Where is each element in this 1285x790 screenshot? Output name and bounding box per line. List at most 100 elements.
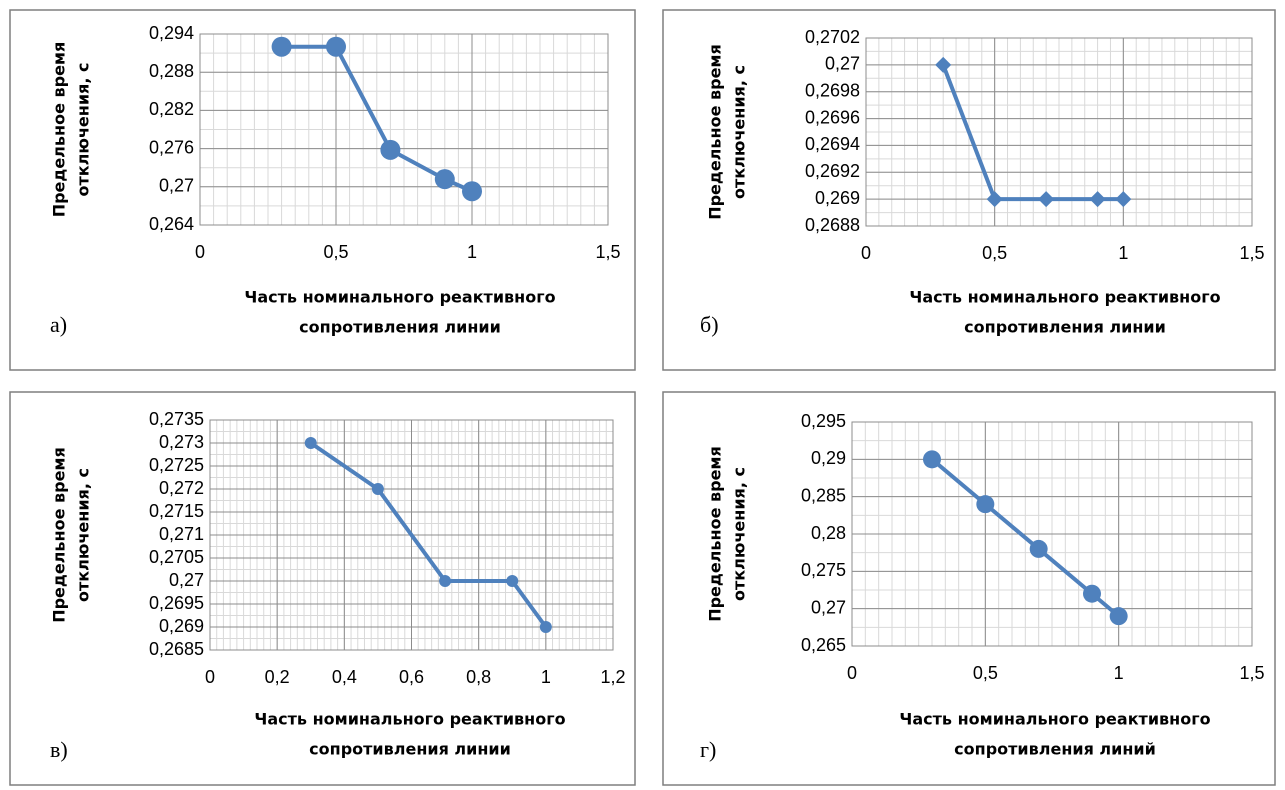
chart-panel: 0,265 0,27 0,275 0,28 0,285 0,29 0,295 0 0,5 1 1,5… — [662, 391, 1276, 786]
y-tick-label: 0,288 — [149, 61, 194, 81]
y-tick-label: 0,27 — [159, 176, 194, 196]
data-point — [271, 36, 292, 57]
y-axis-label-line: Предельное время — [50, 42, 69, 218]
data-point — [923, 450, 941, 469]
plot-frame — [209, 419, 614, 651]
y-axis-label-line: Предельное время — [50, 447, 69, 623]
x-tick-label: 0,4 — [332, 667, 357, 687]
x-axis-label-line: сопротивления линии — [299, 318, 501, 337]
data-point — [462, 181, 482, 202]
y-axis-label-line: отключения, с — [730, 467, 749, 601]
data-point — [439, 575, 452, 587]
data-point — [1038, 191, 1055, 208]
plot-frame — [865, 37, 1253, 227]
y-tick-label: 0,265 — [801, 635, 846, 655]
data-point — [304, 437, 317, 449]
x-tick-label: 0,5 — [982, 243, 1007, 263]
y-tick-label: 0,2685 — [149, 639, 204, 659]
panel-border — [662, 391, 1276, 786]
plot-frame — [851, 421, 1253, 647]
data-point — [506, 575, 519, 587]
x-tick-label: 0 — [195, 242, 205, 262]
y-tick-label: 0,27 — [169, 570, 204, 590]
y-axis-label: Предельное время отключения, с — [706, 44, 749, 220]
data-point — [935, 56, 952, 73]
chart-panel: 0,2688 0,269 0,2692 0,2694 0,2696 0,2698 0,270… — [662, 9, 1276, 371]
y-tick-label: 0,2698 — [805, 80, 860, 100]
x-axis-label-line: сопротивления линии — [309, 740, 511, 759]
y-tick-label: 0,295 — [801, 411, 846, 431]
data-point — [371, 483, 384, 495]
y-tick-label: 0,2688 — [805, 215, 860, 235]
y-axis-label-line: Предельное время — [706, 44, 725, 220]
data-point — [1029, 539, 1048, 558]
y-tick-label: 0,2705 — [149, 547, 204, 567]
x-tick-label: 1 — [541, 667, 551, 687]
y-axis-label-line: отключения, с — [74, 468, 93, 602]
x-tick-label: 0,8 — [466, 667, 491, 687]
data-point — [1083, 584, 1101, 603]
x-tick-label: 0,5 — [973, 663, 998, 683]
plot-frame — [199, 33, 609, 226]
y-axis-label: Предельное время отключения, с — [50, 447, 93, 623]
panel-label: в) — [50, 737, 68, 762]
x-tick-label: 1,5 — [595, 242, 620, 262]
y-axis-label-line: Предельное время — [706, 446, 725, 622]
y-tick-label: 0,2696 — [805, 107, 860, 127]
y-axis-label-line: отключения, с — [730, 65, 749, 199]
x-tick-label: 0 — [847, 663, 857, 683]
y-tick-label: 0,275 — [801, 560, 846, 580]
y-tick-label: 0,2692 — [805, 161, 860, 181]
y-tick-label: 0,28 — [811, 523, 846, 543]
y-tick-label: 0,269 — [815, 188, 860, 208]
data-point — [380, 139, 401, 160]
y-tick-label: 0,27 — [811, 597, 846, 617]
panel-border — [9, 391, 636, 786]
x-axis-label-line: сопротивления линии — [964, 318, 1166, 337]
x-tick-label: 0,6 — [399, 667, 424, 687]
x-axis-label-line: сопротивления линий — [954, 740, 1156, 759]
y-tick-label: 0,273 — [159, 432, 204, 452]
panel-label: б) — [700, 312, 719, 337]
data-point — [326, 36, 346, 57]
panel-label: а) — [50, 312, 67, 337]
data-point — [434, 169, 455, 190]
y-tick-label: 0,294 — [149, 23, 194, 43]
y-tick-label: 0,269 — [159, 616, 204, 636]
panel-label: г) — [700, 737, 716, 762]
y-tick-label: 0,2694 — [805, 134, 860, 154]
x-axis-label-line: Часть номинального реактивного — [254, 710, 565, 729]
chart-panel: 0,2685 0,269 0,2695 0,27 0,2705 0,271 0,2715 0,… — [9, 391, 636, 786]
y-tick-label: 0,2695 — [149, 593, 204, 613]
y-tick-label: 0,29 — [811, 448, 846, 468]
data-point — [1115, 191, 1132, 208]
y-tick-label: 0,2725 — [149, 455, 204, 475]
y-tick-label: 0,2702 — [805, 27, 860, 47]
x-axis-label-line: Часть номинального реактивного — [899, 710, 1210, 729]
y-axis-label: Предельное время отключения, с — [706, 446, 749, 622]
x-tick-label: 0,5 — [323, 242, 348, 262]
y-tick-label: 0,264 — [149, 214, 194, 234]
y-tick-label: 0,2735 — [149, 409, 204, 429]
data-point — [1089, 191, 1106, 208]
x-tick-label: 0 — [205, 667, 215, 687]
x-axis-label-line: Часть номинального реактивного — [909, 288, 1220, 307]
y-tick-label: 0,2715 — [149, 501, 204, 521]
data-point — [986, 191, 1003, 208]
data-point — [539, 621, 552, 633]
y-tick-label: 0,271 — [159, 524, 204, 544]
x-tick-label: 1,2 — [600, 667, 625, 687]
y-tick-label: 0,276 — [149, 137, 194, 157]
y-axis-label-line: отключения, с — [74, 63, 93, 197]
y-tick-label: 0,285 — [801, 485, 846, 505]
y-axis-label: Предельное время отключения, с — [50, 42, 93, 218]
data-point — [976, 495, 995, 514]
y-tick-label: 0,272 — [159, 478, 204, 498]
data-point — [1109, 607, 1128, 626]
chart-panel: 0,264 0,27 0,276 0,282 0,288 0,294 0 0,5 1 1,5 Пре… — [9, 9, 636, 371]
x-tick-label: 1,5 — [1239, 663, 1264, 683]
x-tick-label: 1 — [1114, 663, 1124, 683]
x-tick-label: 0,2 — [265, 667, 290, 687]
y-tick-label: 0,282 — [149, 99, 194, 119]
